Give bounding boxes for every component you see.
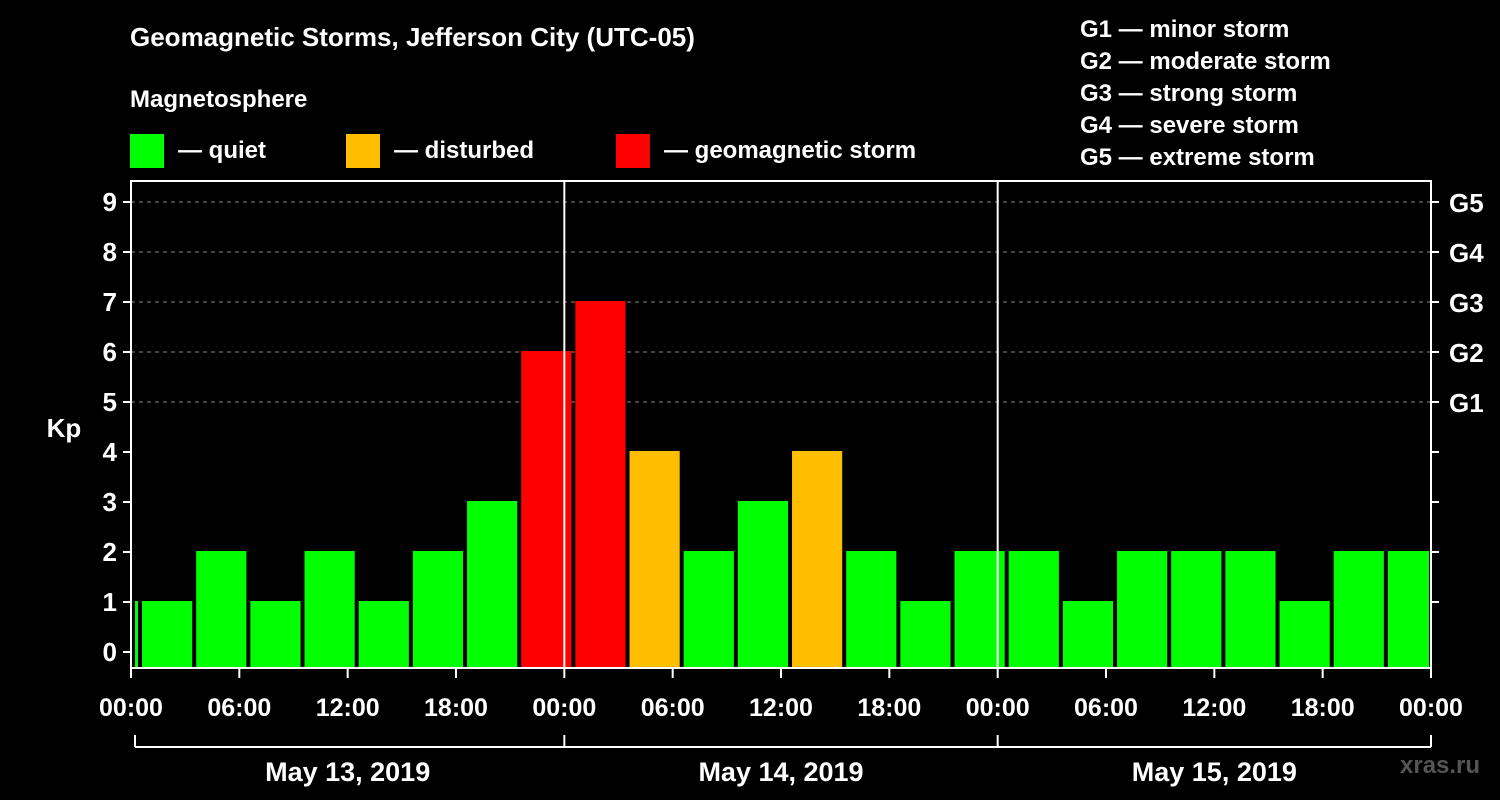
x-tick-label: 12:00 <box>1182 694 1246 722</box>
storm-scale-g3: G3 — strong storm <box>1080 80 1298 107</box>
x-tick-label: 06:00 <box>641 694 705 722</box>
y-tick-label: 1 <box>103 587 117 617</box>
kp-bar <box>1279 601 1330 668</box>
legend-quiet-label: — quiet <box>178 137 266 164</box>
legend-disturbed-swatch <box>346 134 380 168</box>
storm-scale-g1: G1 — minor storm <box>1080 16 1290 43</box>
storm-scale-g5: G5 — extreme storm <box>1080 144 1315 171</box>
g-level-label: G1 <box>1449 388 1484 418</box>
x-tick-label: 18:00 <box>1291 694 1355 722</box>
kp-bar <box>358 601 409 668</box>
watermark: xras.ru <box>1400 752 1481 779</box>
g-level-label: G4 <box>1449 238 1484 268</box>
kp-bar <box>521 351 572 668</box>
legend-storm-swatch <box>616 134 650 168</box>
kp-bar <box>412 551 464 668</box>
kp-bar <box>1387 551 1429 668</box>
storm-scale-g2: G2 — moderate storm <box>1080 48 1331 75</box>
chart-title: Geomagnetic Storms, Jefferson City (UTC-… <box>130 22 695 52</box>
kp-bar <box>575 301 626 668</box>
legend-heading: Magnetosphere <box>130 86 308 113</box>
y-tick-label: 8 <box>103 237 117 267</box>
legend-quiet-swatch <box>130 134 164 168</box>
kp-bar <box>142 601 193 668</box>
y-axis-label: Kp <box>47 413 82 443</box>
x-tick-label: 12:00 <box>316 694 380 722</box>
y-tick-label: 3 <box>103 487 117 517</box>
x-tick-label: 00:00 <box>99 694 163 722</box>
kp-bar <box>196 551 247 668</box>
y-tick-label: 2 <box>103 537 117 567</box>
legend-quiet: — quiet <box>130 134 266 168</box>
x-tick-label: 18:00 <box>424 694 488 722</box>
x-tick-label: 00:00 <box>1399 694 1463 722</box>
kp-bar <box>737 501 789 668</box>
kp-bar <box>792 451 843 668</box>
x-tick-label: 12:00 <box>749 694 813 722</box>
kp-bar <box>1117 551 1168 668</box>
kp-bar <box>1225 551 1276 668</box>
date-label: May 15, 2019 <box>1132 757 1297 787</box>
x-tick-label: 00:00 <box>966 694 1030 722</box>
y-tick-label: 9 <box>103 187 117 217</box>
kp-bar <box>1333 551 1384 668</box>
kp-bar <box>954 551 1005 668</box>
kp-bar <box>629 451 680 668</box>
kp-bar <box>900 601 951 668</box>
x-tick-label: 00:00 <box>532 694 596 722</box>
g-level-label: G3 <box>1449 288 1484 318</box>
y-tick-label: 5 <box>103 387 117 417</box>
storm-scale-g4: G4 — severe storm <box>1080 112 1299 139</box>
y-tick-label: 0 <box>103 637 117 667</box>
x-tick-label: 06:00 <box>1074 694 1138 722</box>
g-level-label: G5 <box>1449 188 1484 218</box>
kp-bar <box>846 551 897 668</box>
legend-disturbed: — disturbed <box>346 134 534 168</box>
kp-bar <box>135 601 139 668</box>
kp-bar <box>304 551 355 668</box>
date-label: May 14, 2019 <box>698 757 863 787</box>
kp-bar <box>1008 551 1059 668</box>
storm-scale-list: G1 — minor storm G2 — moderate storm G3 … <box>1080 14 1331 174</box>
kp-bar <box>683 551 734 668</box>
g-level-label: G2 <box>1449 338 1484 368</box>
legend-storm: — geomagnetic storm <box>616 134 916 168</box>
kp-bar <box>1062 601 1114 668</box>
x-tick-label: 18:00 <box>857 694 921 722</box>
kp-bar <box>1171 551 1222 668</box>
y-tick-label: 6 <box>103 337 117 367</box>
legend-disturbed-label: — disturbed <box>394 137 535 164</box>
y-tick-label: 4 <box>103 437 118 467</box>
kp-bar <box>467 501 518 668</box>
date-label: May 13, 2019 <box>265 757 430 787</box>
y-tick-label: 7 <box>103 287 117 317</box>
kp-bar <box>250 601 301 668</box>
x-tick-label: 06:00 <box>207 694 271 722</box>
legend-storm-label: — geomagnetic storm <box>664 137 917 164</box>
